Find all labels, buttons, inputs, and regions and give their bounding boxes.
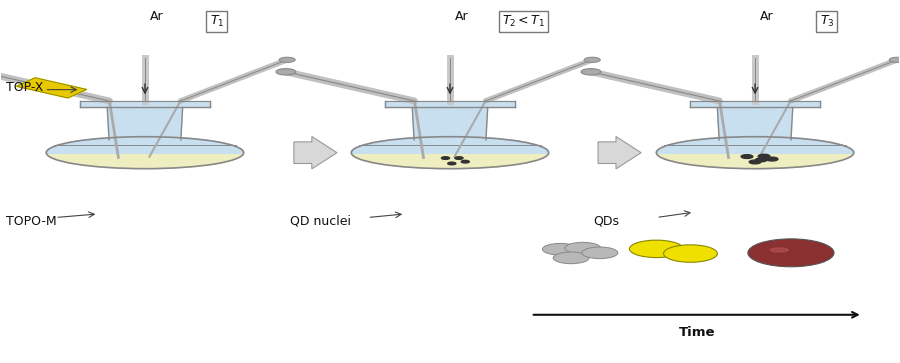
Text: Ar: Ar xyxy=(149,10,163,23)
Polygon shape xyxy=(690,101,820,107)
Ellipse shape xyxy=(454,157,463,159)
Polygon shape xyxy=(656,153,854,169)
Text: Time: Time xyxy=(679,326,715,339)
Ellipse shape xyxy=(279,57,295,62)
Ellipse shape xyxy=(770,248,788,252)
Ellipse shape xyxy=(629,240,683,258)
Text: QDs: QDs xyxy=(594,215,619,228)
FancyArrow shape xyxy=(598,136,641,169)
Text: TOP-X: TOP-X xyxy=(6,81,43,94)
Ellipse shape xyxy=(766,157,778,161)
Ellipse shape xyxy=(565,242,600,254)
Ellipse shape xyxy=(748,239,834,267)
Ellipse shape xyxy=(584,57,600,62)
Text: TOPO-M: TOPO-M xyxy=(6,215,57,228)
Polygon shape xyxy=(107,107,183,140)
Ellipse shape xyxy=(276,69,296,75)
Ellipse shape xyxy=(554,252,590,264)
Ellipse shape xyxy=(543,244,579,255)
Ellipse shape xyxy=(581,69,601,75)
Ellipse shape xyxy=(755,158,767,162)
Ellipse shape xyxy=(758,154,770,158)
Polygon shape xyxy=(351,153,549,169)
Text: $T_2<T_1$: $T_2<T_1$ xyxy=(502,14,545,29)
Polygon shape xyxy=(46,137,244,153)
Polygon shape xyxy=(16,78,86,98)
Text: $T_1$: $T_1$ xyxy=(210,14,224,29)
Polygon shape xyxy=(46,153,244,169)
Polygon shape xyxy=(80,101,210,107)
Ellipse shape xyxy=(749,160,760,164)
Ellipse shape xyxy=(741,155,752,158)
Ellipse shape xyxy=(889,57,900,62)
Ellipse shape xyxy=(582,247,617,258)
FancyArrow shape xyxy=(294,136,337,169)
Polygon shape xyxy=(412,107,488,140)
Ellipse shape xyxy=(442,157,450,159)
Polygon shape xyxy=(656,137,854,153)
Text: QD nuclei: QD nuclei xyxy=(291,215,351,228)
Polygon shape xyxy=(351,137,549,153)
Text: Ar: Ar xyxy=(760,10,773,23)
Text: Ar: Ar xyxy=(454,10,468,23)
Polygon shape xyxy=(385,101,515,107)
Text: $T_3$: $T_3$ xyxy=(820,14,834,29)
Ellipse shape xyxy=(448,162,455,165)
Polygon shape xyxy=(717,107,793,140)
Ellipse shape xyxy=(663,245,717,262)
Ellipse shape xyxy=(461,160,469,163)
